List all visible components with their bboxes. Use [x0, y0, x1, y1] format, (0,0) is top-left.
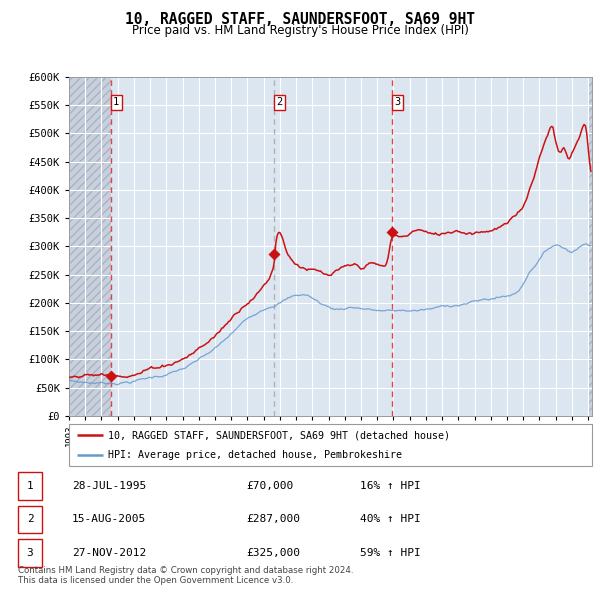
Text: 3: 3 — [26, 548, 34, 558]
FancyBboxPatch shape — [69, 424, 592, 466]
Bar — [588, 77, 592, 416]
Text: £287,000: £287,000 — [246, 514, 300, 525]
Text: 10, RAGGED STAFF, SAUNDERSFOOT, SA69 9HT: 10, RAGGED STAFF, SAUNDERSFOOT, SA69 9HT — [125, 12, 475, 27]
Text: 1: 1 — [26, 481, 34, 491]
Text: 2: 2 — [26, 514, 34, 525]
Text: 27-NOV-2012: 27-NOV-2012 — [72, 548, 146, 558]
Bar — [69, 77, 110, 416]
Text: 40% ↑ HPI: 40% ↑ HPI — [360, 514, 421, 525]
Text: HPI: Average price, detached house, Pembrokeshire: HPI: Average price, detached house, Pemb… — [108, 450, 402, 460]
Text: Price paid vs. HM Land Registry's House Price Index (HPI): Price paid vs. HM Land Registry's House … — [131, 24, 469, 37]
Text: 1: 1 — [113, 97, 119, 107]
Bar — [69, 77, 110, 416]
Text: Contains HM Land Registry data © Crown copyright and database right 2024.
This d: Contains HM Land Registry data © Crown c… — [18, 566, 353, 585]
Text: £325,000: £325,000 — [246, 548, 300, 558]
Text: 2: 2 — [276, 97, 283, 107]
Text: 59% ↑ HPI: 59% ↑ HPI — [360, 548, 421, 558]
Text: 10, RAGGED STAFF, SAUNDERSFOOT, SA69 9HT (detached house): 10, RAGGED STAFF, SAUNDERSFOOT, SA69 9HT… — [108, 430, 450, 440]
Text: 16% ↑ HPI: 16% ↑ HPI — [360, 481, 421, 491]
Text: 3: 3 — [394, 97, 401, 107]
Text: £70,000: £70,000 — [246, 481, 293, 491]
Text: 28-JUL-1995: 28-JUL-1995 — [72, 481, 146, 491]
Text: 15-AUG-2005: 15-AUG-2005 — [72, 514, 146, 525]
Bar — [588, 77, 592, 416]
